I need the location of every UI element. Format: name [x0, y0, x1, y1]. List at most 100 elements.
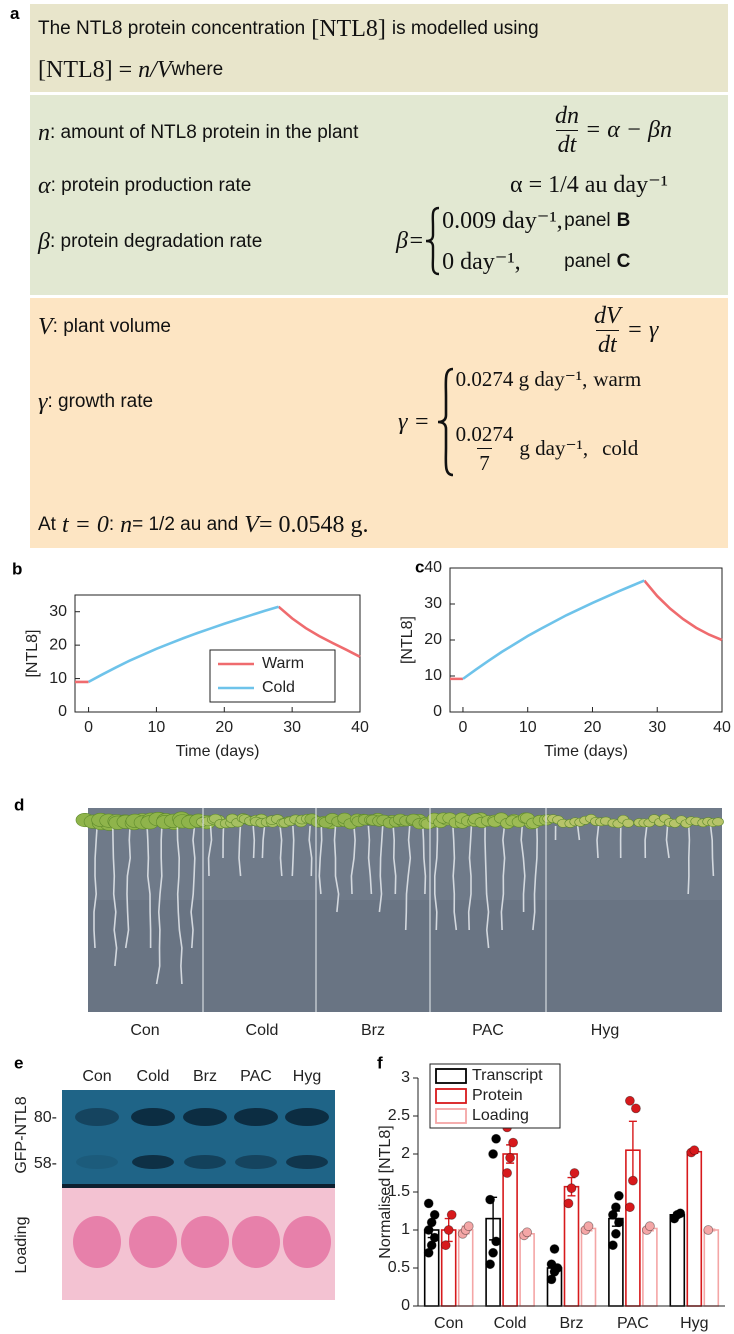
symbol: α [38, 172, 51, 199]
legend-label: Warm [262, 655, 304, 672]
numerator: dn [555, 103, 579, 129]
data-point [689, 1145, 700, 1156]
x-tick-label: Brz [560, 1315, 584, 1332]
loading-label: Loading [13, 1217, 30, 1274]
root [467, 825, 473, 931]
math: warm [593, 367, 642, 391]
math: g day⁻¹, [519, 436, 589, 460]
condition-label: Brz [361, 1022, 385, 1039]
loading-band [283, 1216, 331, 1268]
series-line [75, 605, 361, 684]
root [124, 825, 132, 949]
data-point [563, 1198, 574, 1209]
data-point [443, 1225, 454, 1235]
math: 0 day⁻¹, [442, 249, 521, 275]
root [484, 825, 490, 949]
variable-row: α: protein production rate [38, 170, 251, 202]
y-tick-label: 30 [424, 595, 442, 612]
data-point [485, 1259, 496, 1270]
math: V [244, 511, 259, 538]
y-axis-label: Normalised [NTL8] [377, 1125, 394, 1258]
y-tick-label: 1 [401, 1221, 410, 1238]
root [222, 825, 225, 859]
data-point [569, 1168, 580, 1178]
data-point [614, 1190, 624, 1201]
band [235, 1155, 277, 1169]
plot-frame [449, 567, 723, 713]
root [576, 825, 581, 841]
x-tick-label: 10 [519, 719, 537, 736]
data-point [625, 1202, 635, 1213]
fraction: 0.0274 7 [456, 420, 514, 477]
size-marker: 58- [34, 1155, 57, 1172]
cases: 0.0274 g day⁻¹, warm 0.0274 7 g day⁻¹, cold [456, 367, 642, 477]
data-point [631, 1103, 641, 1114]
case: 0.0274 g day⁻¹, warm [456, 367, 642, 392]
equation: α = 1/4 au day⁻¹ [510, 168, 668, 200]
description: : growth rate [47, 391, 154, 412]
x-tick-label: 0 [84, 719, 93, 736]
blot-label: GFP-NTL8 [13, 1096, 30, 1173]
text: = 1/2 au and [132, 514, 239, 535]
band [76, 1155, 118, 1169]
loading-band [73, 1216, 121, 1268]
condition-label: Cold [246, 1022, 279, 1039]
bar [642, 1227, 658, 1307]
text: panel [564, 250, 611, 272]
panel-label: f [377, 1053, 383, 1072]
description: : protein production rate [50, 175, 252, 196]
root [176, 825, 183, 985]
photo-shade [88, 900, 722, 1012]
band [234, 1108, 278, 1126]
data-point [491, 1236, 502, 1247]
cases: 0.009 day⁻¹, panel B 0 day⁻¹, panel C [442, 206, 630, 276]
initial-conditions: At t = 0: n = 1/2 au and V = 0.0548 g. [38, 508, 369, 542]
x-tick-label: 20 [584, 719, 602, 736]
condition-label: Con [130, 1022, 159, 1039]
band [184, 1155, 226, 1169]
lane-label: Brz [193, 1068, 217, 1085]
data-point [611, 1202, 621, 1213]
math: [NTL8] [311, 15, 386, 42]
symbol: n [38, 119, 50, 146]
description: : plant volume [52, 316, 171, 337]
equation: dV dt = γ [594, 302, 658, 359]
text: is modelled using [391, 18, 539, 39]
legend-swatch [435, 1088, 467, 1104]
case: 0.009 day⁻¹, panel B [442, 206, 630, 235]
fraction: dn dt [555, 102, 579, 159]
protein-box [30, 95, 728, 295]
data-point [628, 1175, 638, 1186]
math: 0.009 day⁻¹, [442, 208, 563, 234]
blot [62, 1090, 335, 1184]
loading-band [129, 1216, 177, 1268]
root [93, 825, 98, 949]
legend-label: Loading [472, 1107, 529, 1124]
math: [NTL8] = [38, 56, 133, 83]
root [434, 826, 439, 931]
data-point [488, 1149, 499, 1159]
text: C [616, 250, 631, 272]
x-axis-label: Time (days) [176, 743, 260, 760]
x-tick-label: Con [434, 1315, 463, 1332]
root [350, 825, 356, 895]
x-tick-label: Hyg [680, 1315, 708, 1332]
bar [580, 1227, 597, 1307]
math: n [120, 511, 133, 538]
math: β= [396, 227, 425, 254]
math: t = 0 [61, 511, 109, 538]
intro-box [30, 4, 728, 92]
root [596, 825, 600, 859]
math: α = 1/4 au day⁻¹ [510, 171, 668, 198]
growth-box [30, 298, 728, 548]
y-tick-label: 3 [401, 1069, 410, 1086]
math: = α − βn [585, 117, 672, 143]
legend-swatch [435, 1108, 467, 1124]
numerator: dV [594, 303, 621, 329]
math: n/V [138, 56, 172, 83]
data-point [608, 1240, 618, 1251]
legend-label: Transcript [472, 1067, 543, 1084]
data-point [505, 1152, 516, 1163]
root [146, 825, 152, 948]
